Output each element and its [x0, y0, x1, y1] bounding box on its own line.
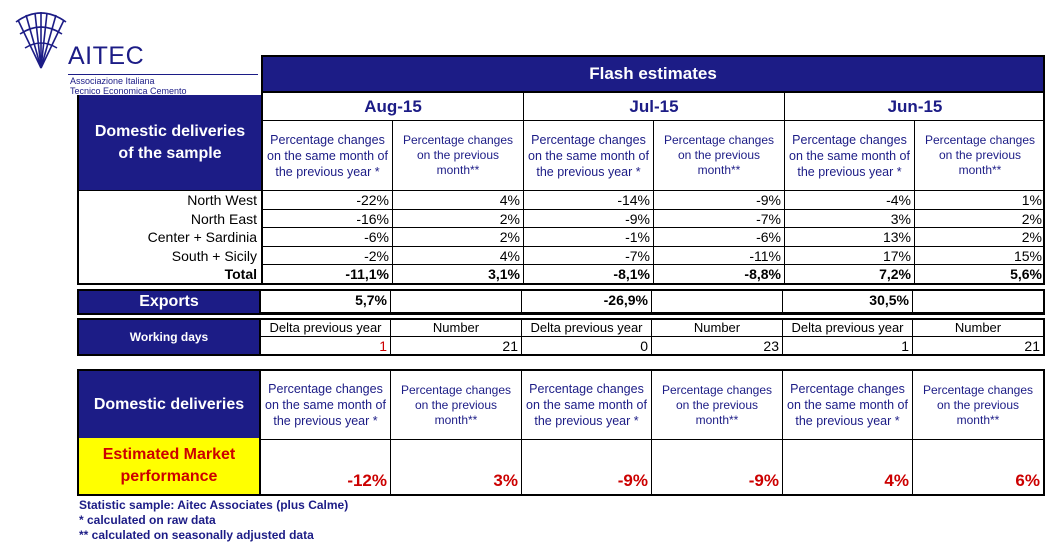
logo-line-1: Associazione Italiana	[70, 76, 155, 86]
col-header-mom: Percentage changes on the previous month…	[913, 371, 1043, 440]
exports-empty	[652, 291, 783, 313]
total-value: 7,2%	[785, 265, 915, 284]
total-value: 3,1%	[393, 265, 524, 284]
region-value: -6%	[263, 228, 393, 247]
market-value: -9%	[522, 440, 652, 494]
region-value: -2%	[263, 246, 393, 266]
region-value: -14%	[524, 191, 654, 210]
market-value: -12%	[261, 440, 391, 494]
region-value: -7%	[654, 209, 785, 229]
region-value: 4%	[393, 246, 524, 266]
region-value: -16%	[263, 209, 393, 229]
delta-previous-year-label: Delta previous year	[261, 320, 391, 337]
exports-empty	[913, 291, 1043, 313]
logo-divider	[68, 74, 258, 75]
col-header-yoy: Percentage changes on the same month of …	[261, 371, 391, 440]
region-value: -11%	[654, 246, 785, 266]
shell-logo-icon	[15, 12, 67, 69]
footnote-raw: * calculated on raw data	[79, 513, 216, 527]
domestic-deliveries-label: Domestic deliveries	[77, 369, 261, 439]
market-table: Percentage changes on the same month of …	[261, 369, 1045, 496]
aitec-logo: AITEC Associazione Italiana Tecnico Econ…	[10, 10, 260, 96]
number-label: Number	[913, 320, 1043, 337]
exports-value: 30,5%	[783, 291, 913, 313]
delta-previous-year-label: Delta previous year	[783, 320, 913, 337]
region-value: -1%	[524, 228, 654, 247]
market-label: Estimated Market performance	[77, 438, 261, 496]
region-labels: North West North East Center + Sardinia Sou…	[77, 191, 261, 285]
col-header-mom: Percentage changes on the previous month…	[915, 121, 1045, 191]
exports-empty	[391, 291, 522, 313]
col-header-yoy: Percentage changes on the same month of …	[785, 121, 915, 191]
col-header-mom: Percentage changes on the previous month…	[654, 121, 785, 191]
deliveries-table: Aug-15 Jul-15 Jun-15 Percentage changes …	[261, 93, 1045, 285]
region-value: -4%	[785, 191, 915, 210]
domestic-sample-label: Domestic deliveries of the sample	[77, 95, 261, 191]
working-days-delta: 0	[522, 337, 652, 354]
region-value: 1%	[915, 191, 1045, 210]
number-label: Number	[391, 320, 522, 337]
region-value: -9%	[524, 209, 654, 229]
number-label: Number	[652, 320, 783, 337]
col-header-yoy: Percentage changes on the same month of …	[524, 121, 654, 191]
month-header: Aug-15	[263, 93, 524, 121]
month-header: Jun-15	[785, 93, 1045, 121]
col-header-mom: Percentage changes on the previous month…	[391, 371, 522, 440]
region-value: 4%	[393, 191, 524, 210]
working-days-number: 21	[1024, 338, 1040, 354]
footnote-sample: Statistic sample: Aitec Associates (plus…	[79, 498, 349, 512]
region-label: South + Sicily	[171, 247, 257, 264]
exports-value: 5,7%	[261, 291, 391, 313]
region-value: 13%	[785, 228, 915, 247]
region-value: 2%	[915, 228, 1045, 247]
region-value: 2%	[915, 210, 1045, 229]
exports-row: 5,7% -26,9% 30,5%	[261, 289, 1045, 315]
exports-label: Exports	[77, 289, 261, 315]
market-value: 4%	[783, 440, 913, 494]
region-value: -6%	[654, 228, 785, 247]
total-value: 5,6%	[1010, 266, 1042, 283]
flash-estimates-title: Flash estimates	[261, 55, 1045, 93]
total-value: -8,8%	[654, 265, 785, 284]
total-value: -11,1%	[263, 265, 393, 284]
logo-line-2: Tecnico Economica Cemento	[70, 86, 187, 96]
working-days-number: 21	[391, 337, 522, 354]
col-header-mom: Percentage changes on the previous month…	[393, 121, 524, 191]
region-value: 2%	[393, 209, 524, 229]
region-value: -22%	[263, 191, 393, 210]
region-value: -9%	[654, 191, 785, 210]
col-header-yoy: Percentage changes on the same month of …	[522, 371, 652, 440]
col-header-yoy: Percentage changes on the same month of …	[783, 371, 913, 440]
region-label: North East	[190, 210, 257, 227]
region-value: -7%	[524, 246, 654, 266]
market-value: -9%	[652, 440, 783, 494]
region-label: North West	[187, 192, 257, 208]
working-days-delta: 1	[783, 337, 913, 354]
col-header-yoy: Percentage changes on the same month of …	[263, 121, 393, 191]
working-days-number: 23	[652, 337, 783, 354]
market-value: 6%	[1015, 471, 1040, 490]
region-value: 2%	[393, 228, 524, 247]
region-value: 3%	[785, 209, 915, 229]
region-value: 15%	[915, 247, 1045, 266]
logo-wordmark: AITEC	[68, 42, 145, 70]
delta-previous-year-label: Delta previous year	[522, 320, 652, 337]
total-value: -8,1%	[524, 265, 654, 284]
working-days-delta: 1	[261, 337, 391, 354]
exports-value: -26,9%	[522, 291, 652, 313]
region-label: Center + Sardinia	[147, 229, 257, 246]
region-value: 17%	[785, 246, 915, 266]
working-days-row: Delta previous year Number Delta previou…	[261, 318, 1045, 356]
working-days-label: Working days	[77, 318, 261, 356]
market-value: 3%	[391, 440, 522, 494]
month-header: Jul-15	[524, 93, 785, 121]
total-label: Total	[224, 266, 257, 283]
footnote-adjusted: ** calculated on seasonally adjusted dat…	[79, 528, 314, 542]
col-header-mom: Percentage changes on the previous month…	[652, 371, 783, 440]
